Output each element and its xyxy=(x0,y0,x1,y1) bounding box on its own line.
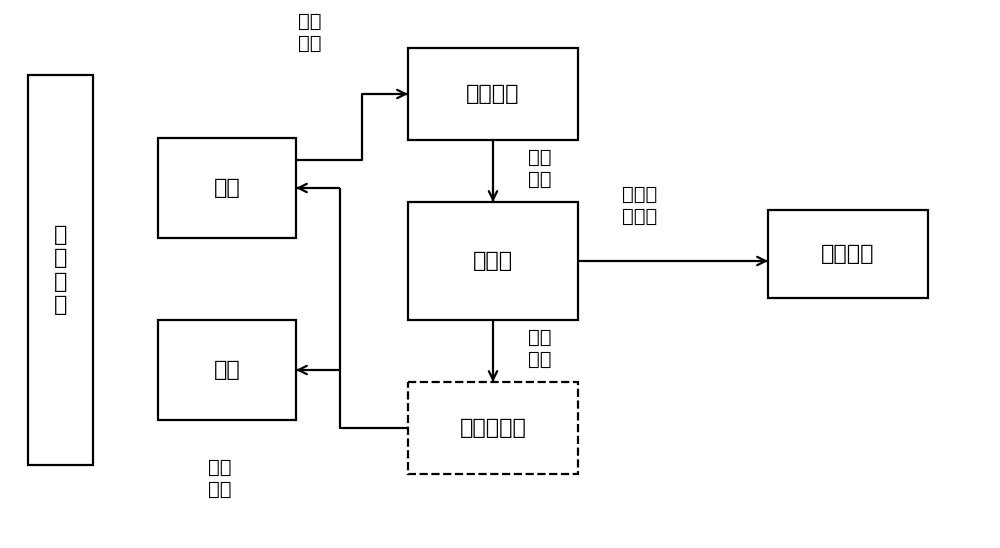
Text: 相机: 相机 xyxy=(214,360,240,380)
Bar xyxy=(28,75,93,465)
Bar xyxy=(408,382,578,474)
Text: 触发
信号: 触发 信号 xyxy=(528,328,552,368)
Text: 输出结果: 输出结果 xyxy=(821,244,875,264)
Bar xyxy=(158,320,296,420)
Bar xyxy=(408,48,578,140)
Text: 浮
体
结
构: 浮 体 结 构 xyxy=(54,225,67,315)
Text: 千兆网卡: 千兆网卡 xyxy=(466,84,520,104)
Text: 相机: 相机 xyxy=(214,178,240,198)
Text: 图像
数据: 图像 数据 xyxy=(528,147,552,189)
Text: 计算机: 计算机 xyxy=(473,251,513,271)
Text: 触发
信号: 触发 信号 xyxy=(208,458,232,499)
Bar xyxy=(768,210,928,298)
Text: 同步触发器: 同步触发器 xyxy=(460,418,526,438)
Bar xyxy=(408,202,578,320)
Bar xyxy=(158,138,296,238)
Text: 图像
数据: 图像 数据 xyxy=(298,12,322,53)
Text: 结构运
动数据: 结构运 动数据 xyxy=(622,185,658,225)
